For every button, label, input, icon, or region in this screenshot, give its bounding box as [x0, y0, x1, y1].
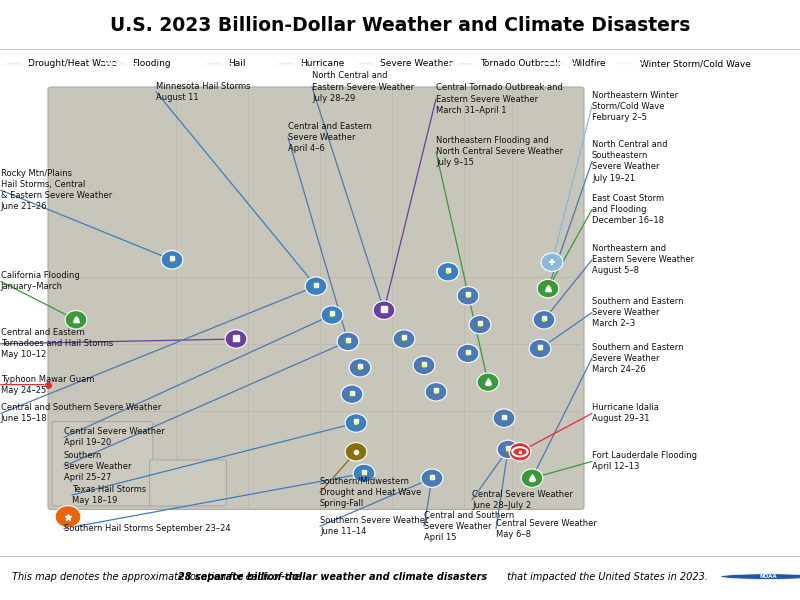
Circle shape: [348, 63, 383, 64]
Text: Southern and Eastern
Severe Weather
March 24–26: Southern and Eastern Severe Weather Marc…: [592, 343, 683, 374]
Text: Wildfire: Wildfire: [572, 59, 606, 68]
Circle shape: [608, 63, 643, 64]
Text: Flooding: Flooding: [132, 59, 170, 68]
FancyBboxPatch shape: [52, 422, 153, 506]
Text: This map denotes the approximate location for each of the: This map denotes the approximate locatio…: [12, 572, 304, 581]
Text: Northeastern Flooding and
North Central Severe Weather
July 9–15: Northeastern Flooding and North Central …: [436, 136, 563, 167]
Circle shape: [0, 63, 31, 64]
FancyBboxPatch shape: [48, 87, 584, 509]
Ellipse shape: [345, 443, 367, 461]
Text: Minnesota Hail Storms
August 11: Minnesota Hail Storms August 11: [156, 82, 250, 102]
Text: Severe Weather: Severe Weather: [380, 59, 453, 68]
Text: Northeastern and
Eastern Severe Weather
August 5–8: Northeastern and Eastern Severe Weather …: [592, 244, 694, 275]
Text: Southern Hail Storms September 23–24: Southern Hail Storms September 23–24: [64, 524, 230, 533]
Ellipse shape: [393, 330, 415, 348]
Ellipse shape: [529, 340, 551, 358]
Text: that impacted the United States in 2023.: that impacted the United States in 2023.: [504, 572, 708, 581]
Ellipse shape: [225, 330, 247, 348]
Text: Texas Hail Storms
May 18–19: Texas Hail Storms May 18–19: [72, 485, 146, 505]
Text: Central and Eastern
Severe Weather
April 4–6: Central and Eastern Severe Weather April…: [288, 122, 372, 153]
Ellipse shape: [493, 409, 515, 427]
Ellipse shape: [477, 373, 499, 391]
Ellipse shape: [437, 263, 459, 281]
Ellipse shape: [497, 440, 519, 458]
Circle shape: [540, 63, 575, 64]
Text: Northeastern Winter
Storm/Cold Wave
February 2–5: Northeastern Winter Storm/Cold Wave Febr…: [592, 91, 678, 122]
Text: Central Severe Weather
May 6–8: Central Severe Weather May 6–8: [496, 518, 597, 539]
Text: NOAA: NOAA: [759, 574, 777, 579]
Text: Southern/Midwestern
Drought and Heat Wave
Spring-Fall: Southern/Midwestern Drought and Heat Wav…: [320, 477, 422, 508]
Ellipse shape: [541, 253, 563, 271]
Text: Southern and Eastern
Severe Weather
March 2–3: Southern and Eastern Severe Weather Marc…: [592, 297, 683, 328]
Ellipse shape: [305, 277, 327, 295]
Ellipse shape: [65, 311, 87, 329]
Text: East Coast Storm
and Flooding
December 16–18: East Coast Storm and Flooding December 1…: [592, 194, 664, 225]
Text: Central Severe Weather
June 28–July 2: Central Severe Weather June 28–July 2: [472, 490, 573, 510]
Ellipse shape: [55, 506, 81, 527]
Text: Typhoon Mawar Guam
May 24–25: Typhoon Mawar Guam May 24–25: [1, 374, 94, 395]
Text: 28 separate billion-dollar weather and climate disasters: 28 separate billion-dollar weather and c…: [178, 572, 486, 581]
Circle shape: [268, 63, 303, 64]
Circle shape: [720, 574, 800, 580]
Text: Central and Southern Severe Weather
June 15–18: Central and Southern Severe Weather June…: [1, 403, 161, 424]
Text: U.S. 2023 Billion-Dollar Weather and Climate Disasters: U.S. 2023 Billion-Dollar Weather and Cli…: [110, 16, 690, 35]
Ellipse shape: [349, 359, 371, 377]
Ellipse shape: [161, 251, 183, 269]
Text: North Central and
Southeastern
Severe Weather
July 19–21: North Central and Southeastern Severe We…: [592, 140, 667, 182]
Text: Central and Southern
Severe Weather
April 15: Central and Southern Severe Weather Apri…: [424, 511, 514, 542]
Ellipse shape: [425, 383, 447, 401]
Text: North Central and
Eastern Severe Weather
July 28–29: North Central and Eastern Severe Weather…: [312, 71, 414, 103]
Ellipse shape: [537, 280, 559, 298]
Ellipse shape: [421, 469, 443, 487]
Text: Hurricane Idalia
August 29–31: Hurricane Idalia August 29–31: [592, 403, 659, 424]
Circle shape: [100, 63, 135, 64]
Text: Fort Lauderdale Flooding
April 12–13: Fort Lauderdale Flooding April 12–13: [592, 451, 697, 472]
Text: Central Tornado Outbreak and
Eastern Severe Weather
March 31–April 1: Central Tornado Outbreak and Eastern Sev…: [436, 83, 563, 115]
Ellipse shape: [413, 356, 435, 374]
Ellipse shape: [469, 316, 491, 334]
Ellipse shape: [345, 414, 367, 432]
Text: Winter Storm/Cold Wave: Winter Storm/Cold Wave: [640, 59, 751, 68]
Ellipse shape: [457, 344, 479, 362]
Ellipse shape: [521, 469, 543, 487]
FancyBboxPatch shape: [150, 460, 226, 506]
Ellipse shape: [353, 464, 375, 482]
Text: California Flooding
January–March: California Flooding January–March: [1, 271, 79, 292]
Ellipse shape: [509, 443, 531, 461]
Text: Southern
Severe Weather
April 25–27: Southern Severe Weather April 25–27: [64, 451, 131, 482]
Text: Southern Severe Weather
June 11–14: Southern Severe Weather June 11–14: [320, 516, 429, 536]
Ellipse shape: [341, 385, 363, 403]
Ellipse shape: [337, 332, 359, 350]
Text: Hurricane: Hurricane: [300, 59, 344, 68]
Text: Tornado Outbreak: Tornado Outbreak: [480, 59, 560, 68]
Circle shape: [196, 63, 231, 64]
Text: Rocky Mtn/Plains
Hail Storms, Central
& Eastern Severe Weather
June 21–26: Rocky Mtn/Plains Hail Storms, Central & …: [1, 169, 112, 211]
Ellipse shape: [457, 287, 479, 305]
Text: Hail: Hail: [228, 59, 246, 68]
Text: Central and Eastern
Tornadoes and Hail Storms
May 10–12: Central and Eastern Tornadoes and Hail S…: [1, 328, 113, 359]
Ellipse shape: [373, 301, 395, 319]
Ellipse shape: [321, 306, 343, 324]
Text: Drought/Heat Wave: Drought/Heat Wave: [28, 59, 117, 68]
Text: Central Severe Weather
April 19–20: Central Severe Weather April 19–20: [64, 427, 165, 448]
Circle shape: [448, 63, 483, 64]
Ellipse shape: [533, 311, 555, 329]
